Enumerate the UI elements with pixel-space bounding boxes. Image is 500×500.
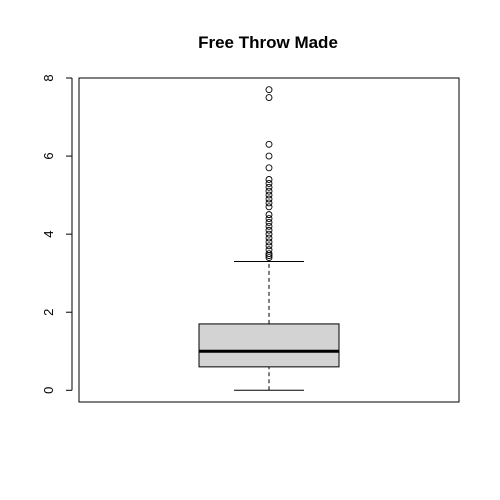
outlier-point [265, 215, 273, 222]
outlier-point [265, 199, 273, 207]
box-group [198, 260, 340, 391]
outlier-point [265, 250, 273, 258]
outlier-point [265, 234, 273, 242]
outlier-point [265, 164, 273, 172]
outlier-point [265, 179, 273, 187]
outlier-point [265, 86, 273, 94]
outlier-point [265, 230, 273, 238]
outlier-point [265, 176, 273, 183]
outlier-point [265, 191, 273, 199]
outlier-point [265, 222, 273, 230]
outlier-point [265, 254, 273, 262]
outlier-point [265, 195, 273, 203]
outlier-point [265, 140, 273, 148]
outlier-point [265, 211, 273, 219]
outlier-point [265, 246, 273, 254]
y-tick-label: 2 [41, 309, 56, 316]
y-tick-label: 4 [41, 231, 56, 238]
outlier-point [265, 218, 273, 226]
y-tick-label: 8 [41, 74, 56, 81]
outlier-point [265, 242, 273, 250]
outlier-point [265, 203, 273, 211]
plot-frame [78, 77, 460, 403]
outlier-point [265, 94, 273, 101]
y-tick-label: 6 [41, 152, 56, 159]
y-axis: 0 2 4 6 8 [41, 74, 73, 394]
outlier-point [265, 152, 273, 160]
outlier-group [265, 86, 273, 262]
outlier-point [265, 226, 273, 234]
outlier-point [265, 238, 273, 246]
iqr-box [198, 323, 340, 368]
y-tick-label: 0 [41, 387, 56, 394]
outlier-point [265, 183, 273, 191]
outlier-point [265, 187, 273, 195]
chart-title: Free Throw Made [198, 33, 338, 52]
